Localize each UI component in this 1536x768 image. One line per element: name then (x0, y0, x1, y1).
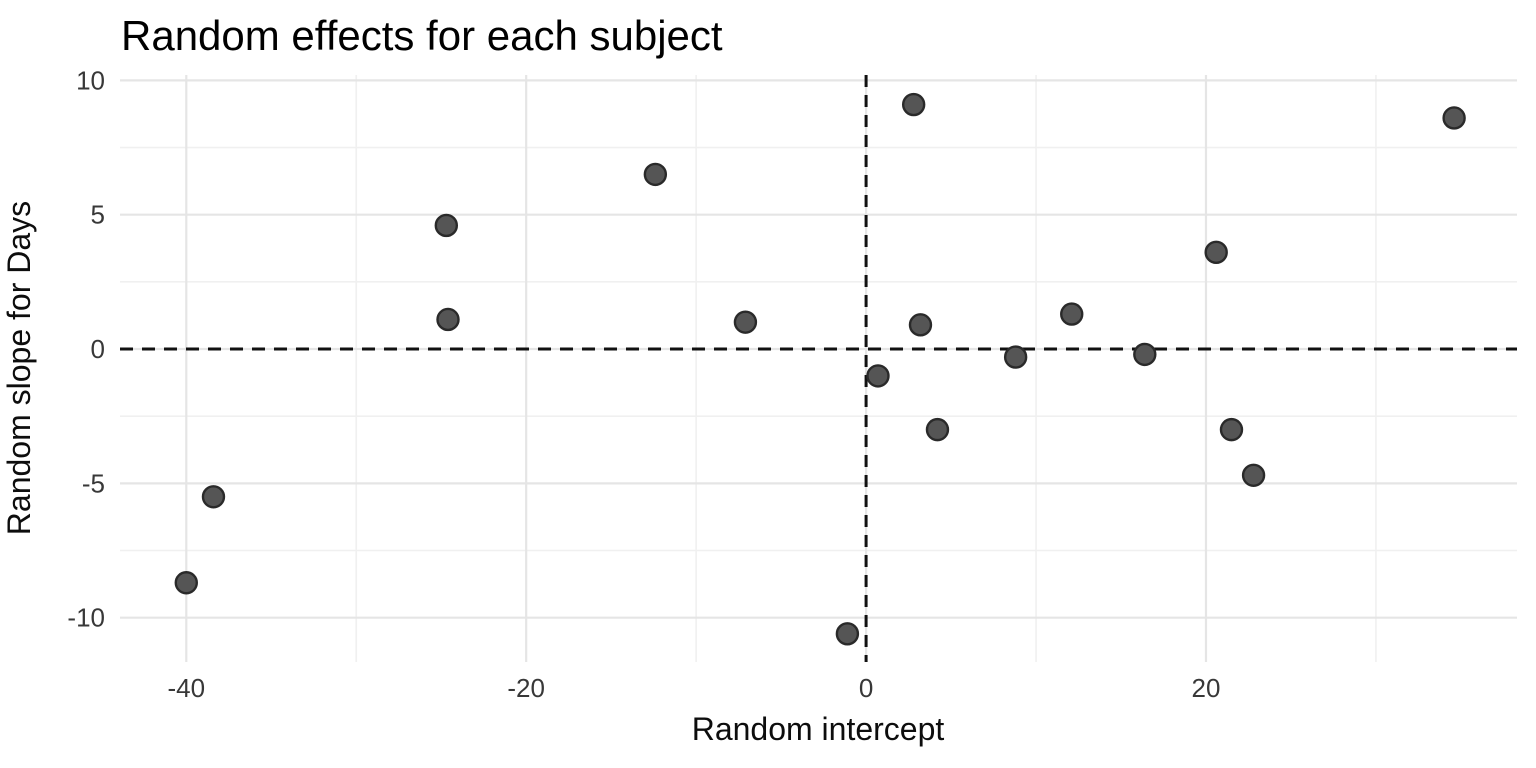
data-point (733, 310, 758, 334)
y-tick-labels: 10 5 0 -5 -10 (67, 65, 105, 632)
y-tick-label: -10 (67, 603, 105, 633)
y-tick-label: 0 (91, 334, 105, 364)
y-tick-label: 10 (76, 65, 105, 95)
data-point (1133, 342, 1157, 367)
y-tick-label: 5 (91, 200, 105, 230)
data-point (1442, 106, 1466, 130)
x-axis-title: Random intercept (692, 711, 945, 747)
reference-lines (120, 75, 1517, 662)
data-point (1204, 240, 1228, 265)
data-point (1219, 417, 1244, 442)
data-point (434, 213, 459, 238)
data-point (835, 622, 860, 646)
x-tick-label: -40 (167, 673, 205, 703)
data-point (436, 307, 460, 332)
x-tick-label: -20 (507, 673, 545, 703)
data-point (866, 364, 890, 388)
x-tick-label: 0 (859, 673, 873, 703)
y-tick-label: -5 (82, 468, 105, 498)
data-point (201, 485, 226, 509)
x-tick-labels: -40 -20 0 20 (167, 673, 1220, 703)
chart-title: Random effects for each subject (121, 12, 723, 59)
gridlines-minor (120, 75, 1517, 662)
y-axis-title: Random slope for Days (1, 201, 37, 535)
data-point (1241, 463, 1266, 487)
data-points (174, 92, 1466, 646)
data-point (174, 571, 198, 595)
data-point (901, 92, 926, 117)
plot-panel (120, 75, 1517, 662)
data-point (1060, 302, 1084, 326)
data-point (925, 417, 950, 442)
data-point (643, 162, 668, 187)
data-point (908, 313, 933, 337)
gridlines-major (120, 75, 1517, 662)
data-point (1003, 345, 1028, 369)
x-tick-label: 20 (1192, 673, 1221, 703)
